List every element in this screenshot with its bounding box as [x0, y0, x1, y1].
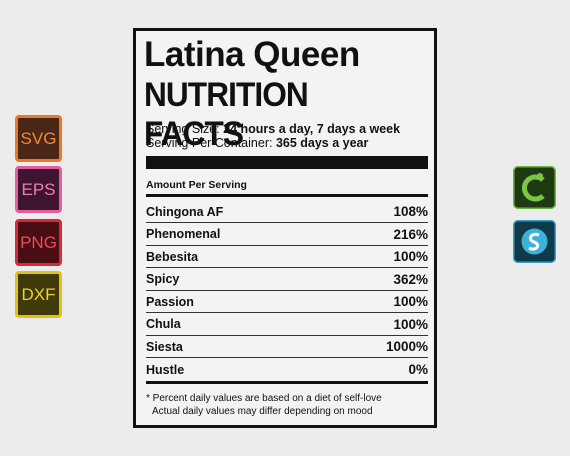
serving-size-value: 24 hours a day, 7 days a week	[223, 122, 401, 136]
amount-header: Amount Per Serving	[146, 179, 247, 191]
nutrient-name: Passion	[146, 294, 194, 309]
servings-label: Serving Per Container:	[146, 136, 273, 150]
serving-size-label: Serving Size:	[146, 122, 220, 136]
divider	[146, 194, 428, 197]
servings-per-container: Serving Per Container: 365 days a year	[146, 136, 368, 150]
serving-size: Serving Size: 24 hours a day, 7 days a w…	[146, 122, 400, 136]
nutrient-name: Siesta	[146, 339, 183, 354]
nutrient-row: Hustle 0%	[146, 359, 428, 381]
badge: EPS	[15, 166, 62, 213]
nutrient-amount: 100%	[393, 294, 428, 309]
divider	[146, 381, 428, 384]
nutrient-row: Spicy 362%	[146, 269, 428, 291]
nutrition-label: Latina Queen NUTRITION FACTS Serving Siz…	[133, 28, 437, 428]
footnote: Actual daily values may differ depending…	[152, 406, 373, 417]
silhouette-icon	[513, 220, 556, 263]
nutrient-row: Phenomenal 216%	[146, 224, 428, 246]
servings-value: 365 days a year	[275, 136, 369, 150]
footnote: * Percent daily values are based on a di…	[146, 393, 382, 404]
nutrient-amount: 108%	[393, 204, 428, 219]
nutrient-name: Phenomenal	[146, 227, 221, 241]
nutrient-amount: 0%	[408, 362, 428, 377]
nutrient-name: Chingona AF	[146, 204, 224, 219]
nutrient-amount: 216%	[393, 226, 428, 242]
subtitle: NUTRITION FACTS	[144, 76, 309, 153]
nutrient-name: Chula	[146, 317, 181, 331]
badge: PNG	[15, 219, 62, 266]
nutrient-name: Bebesita	[146, 249, 199, 264]
thick-bar	[146, 156, 428, 169]
nutrient-row: Passion 100%	[146, 291, 428, 313]
nutrient-row: Chingona AF 108%	[146, 201, 428, 223]
title: Latina Queen	[144, 35, 360, 74]
badge: SVG	[15, 115, 62, 162]
nutrient-name: Spicy	[146, 272, 180, 286]
nutrient-amount: 362%	[393, 271, 428, 287]
nutrient-amount: 1000%	[385, 339, 428, 354]
nutrient-amount: 100%	[393, 316, 428, 332]
nutrient-row: Bebesita 100%	[146, 246, 428, 268]
nutrient-row: Chula 100%	[146, 314, 428, 336]
nutrient-row: Siesta 1000%	[146, 336, 428, 358]
cricut-icon	[513, 166, 556, 209]
nutrient-amount: 100%	[393, 249, 428, 264]
badge: DXF	[15, 271, 62, 318]
nutrient-name: Hustle	[146, 362, 185, 377]
